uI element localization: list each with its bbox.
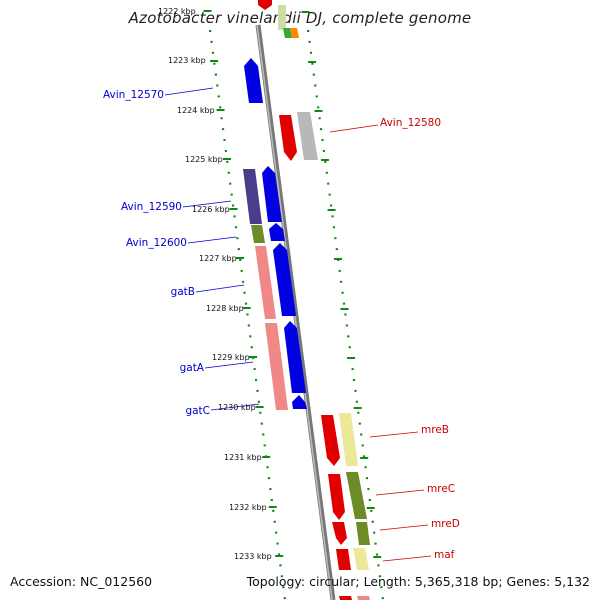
label-avin-12600[interactable]: Avin_12600 [126,237,187,249]
label-mreb[interactable]: mreB [421,424,449,436]
gene-avin-12570[interactable] [244,58,263,103]
gene-bottom-pink[interactable] [357,596,370,600]
gene-mrec-partner[interactable] [346,472,367,519]
gene-mred[interactable] [332,522,347,545]
tick-label-1222: 1222 kbp [158,7,196,16]
gene-mreb-partner[interactable] [339,413,358,466]
tick-label-1223: 1223 kbp [168,56,206,65]
gene-fwd-blue-2[interactable] [269,223,285,241]
tick-labels: 1222 kbp 1223 kbp 1224 kbp 1225 kbp 1226… [158,7,272,561]
gene-top-orange[interactable] [290,28,299,38]
genome-title: Azotobacter vinelandii DJ, complete geno… [128,9,472,27]
label-mrec[interactable]: mreC [427,483,455,495]
gene-mrec[interactable] [328,474,345,520]
gene-labels-left: Avin_12570 Avin_12590 Avin_12600 gatB ga… [103,89,210,417]
gene-fwd-blue-3[interactable] [273,243,296,316]
gene-labels-right: Avin_12580 mreB mreC mreD maf [380,117,460,561]
leader-avin-12580 [329,124,379,133]
tick-label-1224: 1224 kbp [177,106,215,115]
gene-mred-partner[interactable] [356,522,370,545]
tick-label-1227: 1227 kbp [199,254,237,263]
gene-gata[interactable] [265,323,288,410]
gene-top-pale[interactable] [278,5,286,30]
tick-track-left [208,29,287,600]
tick-label-1233: 1233 kbp [234,552,272,561]
accession-text: Accession: NC_012560 [10,574,153,589]
gene-gatc[interactable] [292,395,307,409]
label-gatb[interactable]: gatB [171,286,195,298]
topology-text: Topology: circular; Length: 5,365,318 bp… [246,574,590,589]
leader-gatc [210,403,260,411]
gene-grey-partner[interactable] [297,112,318,160]
leader-avin-12570 [164,87,214,96]
gene-fwd-blue-1[interactable] [262,166,282,222]
gene-mreb[interactable] [321,415,340,466]
tick-marks [203,10,382,558]
label-maf[interactable]: maf [434,549,455,561]
tick-label-1228: 1228 kbp [206,304,244,313]
gene-top-green[interactable] [283,28,292,38]
tick-label-1225: 1225 kbp [185,155,223,164]
leader-mreb [369,431,419,438]
gene-bottom-red[interactable] [339,596,352,600]
tick-track-right [306,29,385,600]
tick-label-1232: 1232 kbp [229,503,267,512]
label-gatc[interactable]: gatC [185,405,210,417]
gene-top-red[interactable] [258,0,272,10]
label-mred[interactable]: mreD [431,518,460,530]
leader-avin-12600 [187,236,237,244]
gene-maf-partner[interactable] [353,548,369,570]
gene-gatb[interactable] [255,246,276,319]
label-avin-12570[interactable]: Avin_12570 [103,89,164,101]
leader-gata [204,361,254,369]
label-gata[interactable]: gatA [180,362,205,374]
label-avin-12590[interactable]: Avin_12590 [121,201,182,213]
leader-gatb [195,284,245,293]
tick-label-1229: 1229 kbp [212,353,250,362]
tick-label-1231: 1231 kbp [224,453,262,462]
label-avin-12580[interactable]: Avin_12580 [380,117,441,129]
gene-features [243,0,370,600]
label-leaders [164,87,432,562]
tick-label-1230: 1230 kbp [218,403,256,412]
leader-mrec [375,489,425,496]
gene-fwd-blue-4[interactable] [284,321,306,393]
gene-maf[interactable] [336,549,351,570]
gene-avin-12580[interactable] [279,115,297,161]
leader-maf [382,555,432,562]
leader-mred [379,524,429,531]
gene-avin-12590[interactable] [243,169,262,224]
gene-avin-12600[interactable] [251,225,265,243]
tick-label-1226: 1226 kbp [192,205,230,214]
leader-avin-12590 [182,200,232,208]
